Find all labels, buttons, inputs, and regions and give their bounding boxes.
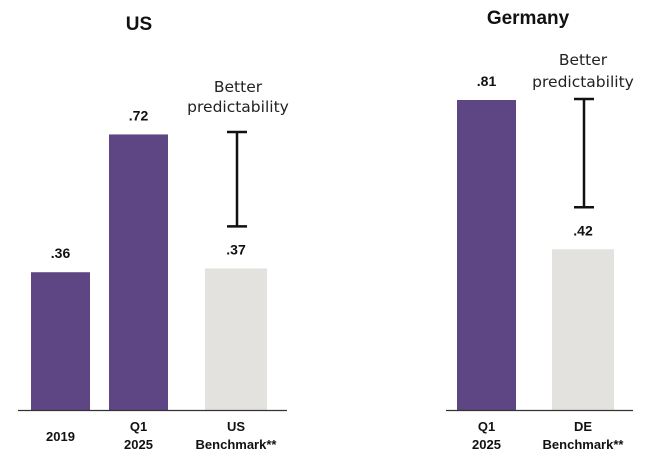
us-category-label-0: 2019 bbox=[46, 429, 75, 444]
us-value-label-2: .37 bbox=[226, 241, 246, 257]
us-chart-title: US bbox=[126, 14, 152, 35]
us-category-label-1: Q1 2025 bbox=[124, 419, 153, 452]
germany-category-label-0-line-1: 2025 bbox=[472, 437, 501, 452]
us-category-label-2-line-0: US bbox=[227, 419, 245, 434]
germany-bar-0 bbox=[457, 100, 516, 410]
us-value-label-0: .36 bbox=[51, 245, 71, 261]
germany-value-label-0: .81 bbox=[477, 73, 497, 89]
us-bar-0 bbox=[31, 272, 90, 410]
germany-chart-title: Germany bbox=[487, 8, 570, 29]
us-category-label-2: US Benchmark** bbox=[196, 419, 278, 452]
us-category-label-2-line-1: Benchmark** bbox=[196, 437, 278, 452]
germany-annotation-line-0: Better bbox=[559, 51, 608, 69]
germany-category-label-1-line-1: Benchmark** bbox=[543, 437, 625, 452]
germany-category-label-1-line-0: DE bbox=[574, 419, 592, 434]
germany-bar-1 bbox=[552, 249, 614, 410]
us-category-label-1-line-0: Q1 bbox=[130, 419, 147, 434]
us-annotation-line-0: Better bbox=[214, 78, 263, 96]
us-category-label-0-line-0: 2019 bbox=[46, 429, 75, 444]
us-category-label-1-line-1: 2025 bbox=[124, 437, 153, 452]
germany-category-label-1: DE Benchmark** bbox=[543, 419, 625, 452]
us-bar-2 bbox=[205, 268, 267, 410]
germany-category-label-0: Q1 2025 bbox=[472, 419, 501, 452]
us-bar-1 bbox=[109, 134, 168, 410]
germany-category-label-0-line-0: Q1 bbox=[478, 419, 495, 434]
us-value-label-1: .72 bbox=[129, 107, 149, 123]
germany-value-label-1: .42 bbox=[573, 222, 593, 238]
us-annotation-line-1: predictability bbox=[187, 98, 289, 116]
germany-annotation-line-1: predictability bbox=[532, 73, 634, 91]
